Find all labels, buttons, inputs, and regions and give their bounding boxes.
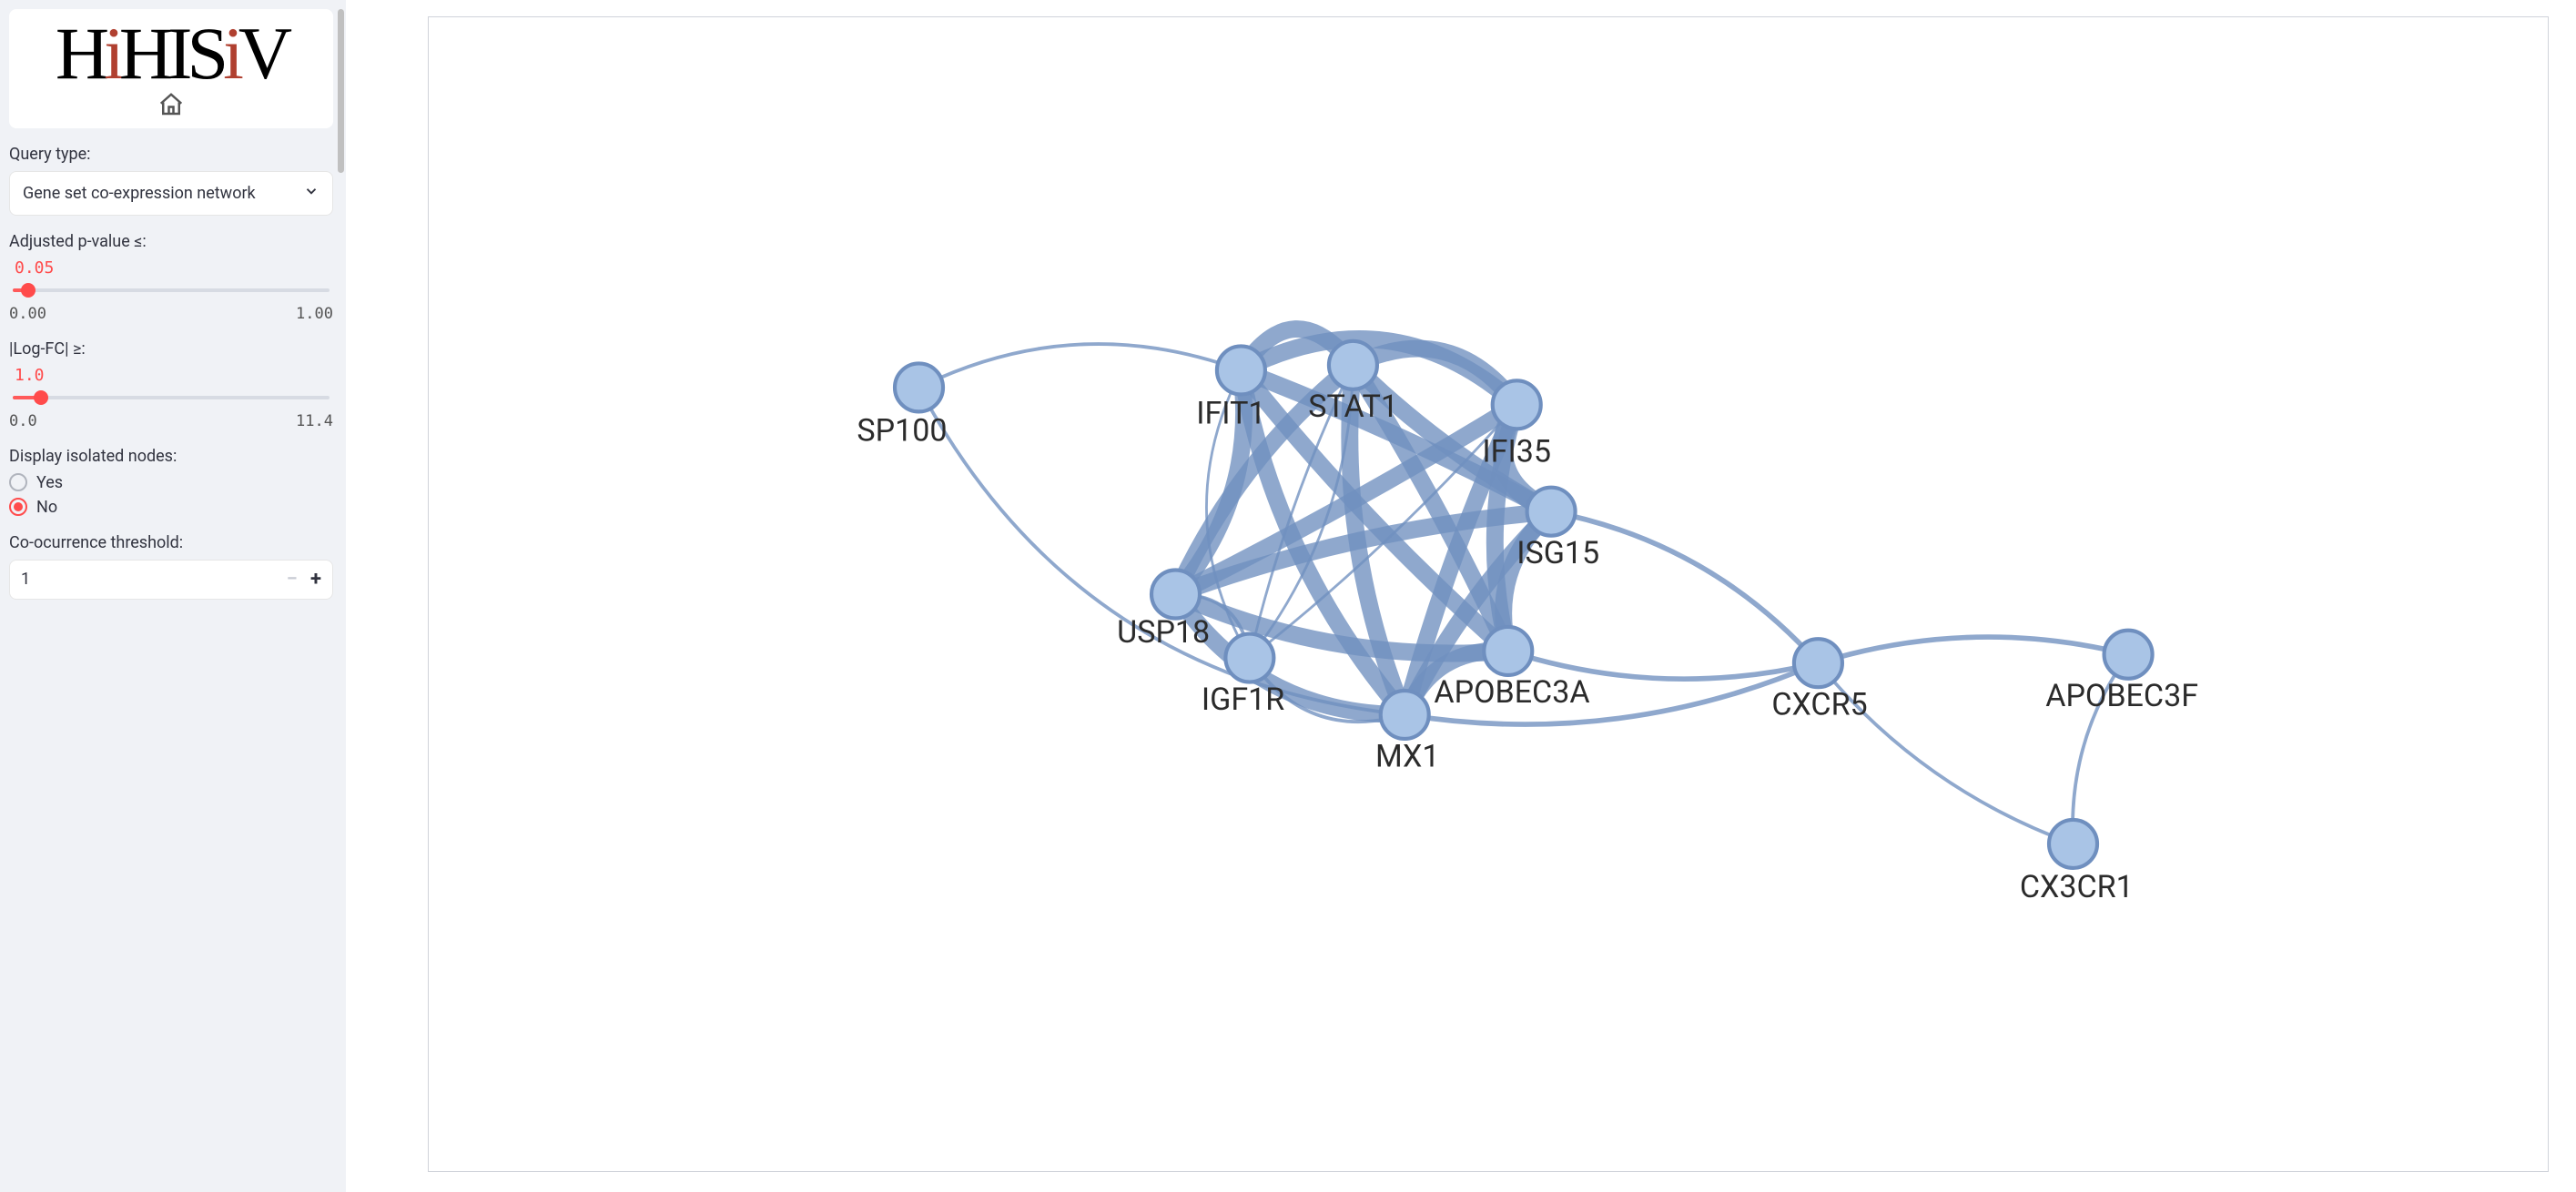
network-node[interactable]: [1493, 380, 1541, 429]
network-node-label: APOBEC3A: [1434, 674, 1589, 711]
logo-panel: HiHISiV: [9, 9, 333, 128]
logfc-min: 0.0: [9, 412, 37, 430]
sidebar: HiHISiV Query type: Gene set co-expressi…: [0, 0, 346, 1192]
pvalue-slider-track: [13, 288, 330, 292]
radio-icon: [9, 498, 27, 516]
isolated-yes-label: Yes: [36, 473, 63, 492]
query-type-value: Gene set co-expression network: [23, 184, 256, 203]
pvalue-min: 0.00: [9, 305, 46, 323]
cooccurrence-label: Co-ocurrence threshold:: [9, 533, 333, 552]
network-node[interactable]: [1151, 571, 1200, 619]
network-node-label: ISG15: [1516, 535, 1599, 571]
pvalue-slider-thumb[interactable]: [21, 283, 35, 298]
logfc-label: |Log-FC| ≥:: [9, 339, 333, 359]
network-node-label: IGF1R: [1202, 682, 1284, 718]
network-node[interactable]: [1217, 346, 1265, 394]
network-edge[interactable]: [1818, 637, 2128, 663]
query-type-select[interactable]: Gene set co-expression network: [9, 171, 333, 216]
isolated-no-label: No: [36, 498, 57, 517]
chevron-down-icon: [303, 183, 319, 204]
network-node-label: STAT1: [1308, 389, 1398, 425]
logfc-max: 11.4: [296, 412, 333, 430]
logfc-current: 1.0: [15, 366, 333, 385]
network-node[interactable]: [2049, 820, 2097, 868]
network-node[interactable]: [1527, 488, 1576, 536]
logfc-range: 0.0 11.4: [9, 412, 333, 430]
app-logo: HiHISiV: [56, 18, 287, 89]
isolated-radio-no[interactable]: No: [9, 498, 333, 517]
query-type-label: Query type:: [9, 145, 333, 164]
network-panel[interactable]: SP100 IFIT1 STAT1 IFI35 ISG15 USP18 IGF1R APOBE…: [428, 16, 2549, 1172]
cooccurrence-value: 1: [21, 570, 30, 589]
logfc-slider[interactable]: [13, 389, 330, 405]
network-node[interactable]: [895, 363, 943, 411]
main-content: SP100 IFIT1 STAT1 IFI35 ISG15 USP18 IGF1R APOBE…: [346, 0, 2576, 1192]
network-node[interactable]: [1225, 634, 1273, 682]
network-edge[interactable]: [919, 344, 1242, 388]
network-node[interactable]: [1484, 627, 1532, 675]
network-node[interactable]: [2104, 631, 2153, 679]
sidebar-scrollbar-thumb[interactable]: [338, 9, 344, 173]
logfc-slider-thumb[interactable]: [34, 390, 48, 405]
cooccurrence-input[interactable]: 1 − +: [9, 560, 333, 600]
logfc-slider-track: [13, 396, 330, 399]
network-node[interactable]: [1381, 691, 1429, 739]
network-node-label: MX1: [1375, 738, 1440, 774]
network-node-label: IFIT1: [1196, 396, 1265, 432]
isolated-label: Display isolated nodes:: [9, 447, 333, 466]
radio-icon: [9, 473, 27, 491]
network-node-label: IFI35: [1482, 433, 1551, 470]
network-node-label: CXCR5: [1771, 686, 1867, 722]
network-node-label: APOBEC3F: [2045, 678, 2198, 714]
pvalue-slider[interactable]: [13, 281, 330, 298]
pvalue-label: Adjusted p-value ≤:: [9, 232, 333, 251]
network-svg[interactable]: SP100 IFIT1 STAT1 IFI35 ISG15 USP18 IGF1R APOBE…: [429, 17, 2548, 1171]
cooccurrence-decrement-button[interactable]: −: [287, 570, 298, 590]
network-node[interactable]: [1794, 639, 1842, 687]
pvalue-current: 0.05: [15, 258, 333, 278]
pvalue-range: 0.00 1.00: [9, 305, 333, 323]
network-node-label: CX3CR1: [2020, 869, 2134, 905]
pvalue-max: 1.00: [296, 305, 333, 323]
cooccurrence-increment-button[interactable]: +: [310, 570, 321, 590]
network-node-label: USP18: [1117, 614, 1210, 651]
isolated-radio-yes[interactable]: Yes: [9, 473, 333, 492]
network-node[interactable]: [1329, 341, 1377, 389]
home-icon[interactable]: [157, 104, 185, 123]
network-node-label: SP100: [857, 413, 947, 450]
